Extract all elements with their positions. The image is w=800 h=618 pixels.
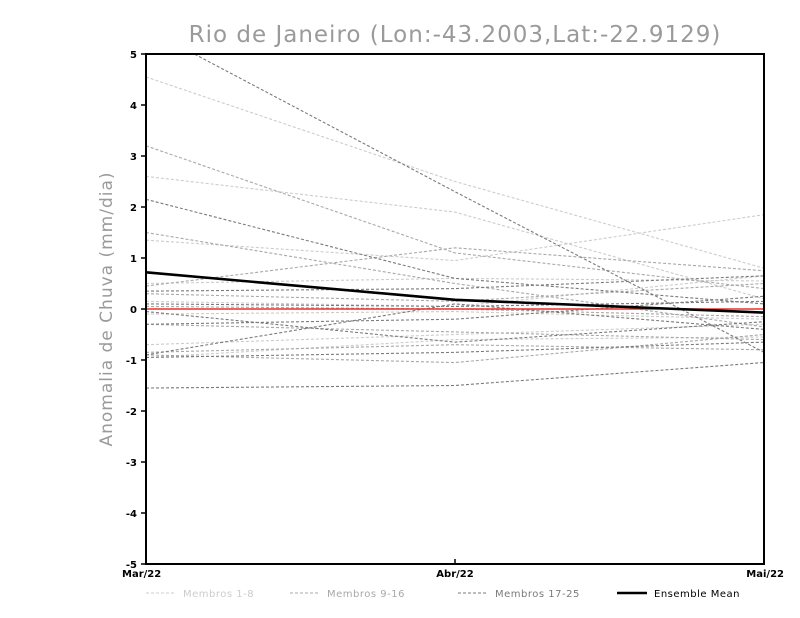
member-line-m2	[146, 175, 764, 300]
member-line-m18	[146, 198, 764, 305]
y-axis-label: Anomalia de Chuva (mm/dia)	[97, 171, 117, 446]
y-tick-label: -3	[126, 458, 137, 469]
member-line-m22	[146, 311, 764, 343]
y-tick-label: -1	[126, 356, 137, 367]
member-line-m9	[146, 145, 764, 290]
member-line-m1	[146, 76, 764, 269]
legend-label: Membros 9-16	[327, 589, 405, 600]
ensemble-member-lines	[146, 54, 764, 389]
y-tick-label: 1	[130, 254, 137, 265]
member-line-m6	[146, 323, 764, 346]
x-tick-label: Mai/22	[746, 569, 784, 580]
legend-label: Membros 17-25	[495, 589, 580, 600]
ensemble-mean-line	[145, 270, 765, 314]
member-line-m24	[146, 341, 764, 358]
member-line-m16	[146, 282, 764, 302]
member-line-m3	[146, 214, 764, 262]
plot-frame	[145, 53, 765, 565]
member-line-m20	[146, 303, 764, 356]
member-line-m15	[146, 333, 764, 364]
y-tick-label: 3	[130, 152, 137, 163]
y-tick-label: -4	[126, 509, 137, 520]
member-line-m5	[146, 310, 764, 320]
y-tick-label: 4	[130, 101, 137, 112]
x-tick-label: Abr/22	[436, 569, 473, 580]
member-line-m12	[146, 323, 764, 341]
member-line-m21	[146, 362, 764, 389]
chart-legend: Membros 1-8 Membros 9-16 Membros 17-25 Ense…	[146, 589, 740, 600]
y-tick-label: 0	[130, 305, 137, 316]
chart-title: Rio de Janeiro (Lon:-43.2003,Lat:-22.912…	[189, 22, 722, 48]
x-tick-label: Mar/22	[122, 569, 161, 580]
member-line-m10	[146, 231, 764, 328]
member-line-m13	[146, 344, 764, 353]
y-tick-label: -2	[126, 407, 137, 418]
member-line-m17	[193, 54, 764, 353]
member-line-m19	[146, 275, 764, 292]
y-tick-label: 5	[130, 50, 137, 61]
member-line-m7	[146, 336, 764, 358]
x-axis-ticks: Mar/22 Abr/22 Mai/22	[122, 559, 784, 580]
member-line-m11	[146, 247, 764, 287]
member-line-m25	[146, 300, 764, 308]
member-line-m23	[146, 295, 764, 325]
legend-label: Membros 1-8	[183, 589, 254, 600]
legend-label: Ensemble Mean	[654, 589, 740, 600]
y-tick-label: 2	[130, 203, 137, 214]
y-axis-ticks: -5 -4 -3 -2 -1 0 1 2 3 4 5	[126, 50, 146, 571]
y-tick-label: -5	[126, 560, 137, 571]
member-line-m14	[146, 305, 764, 318]
member-line-m8	[146, 275, 764, 308]
